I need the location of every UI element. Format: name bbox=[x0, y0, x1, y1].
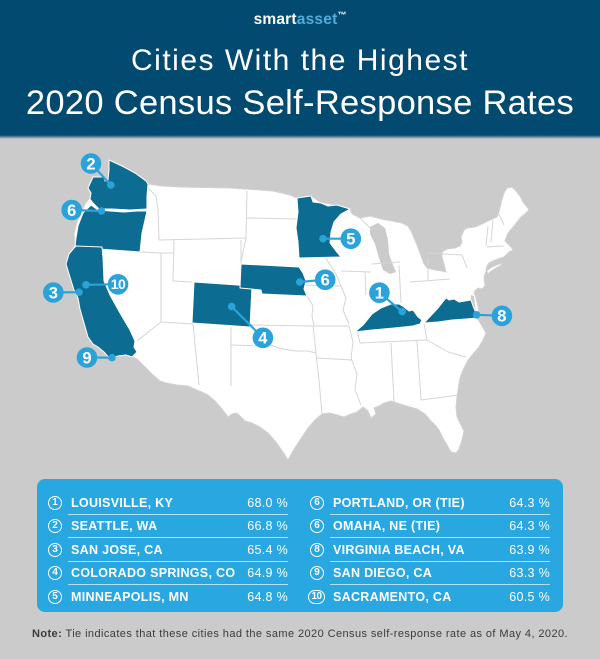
svg-text:1: 1 bbox=[375, 285, 384, 303]
svg-text:8: 8 bbox=[497, 308, 506, 326]
svg-text:2: 2 bbox=[86, 155, 95, 173]
svg-text:3: 3 bbox=[49, 284, 58, 302]
svg-text:6: 6 bbox=[321, 272, 330, 290]
svg-text:4: 4 bbox=[258, 330, 268, 348]
svg-text:5: 5 bbox=[346, 231, 355, 249]
svg-text:9: 9 bbox=[82, 349, 91, 367]
svg-text:10: 10 bbox=[111, 276, 126, 292]
svg-text:6: 6 bbox=[67, 202, 76, 220]
